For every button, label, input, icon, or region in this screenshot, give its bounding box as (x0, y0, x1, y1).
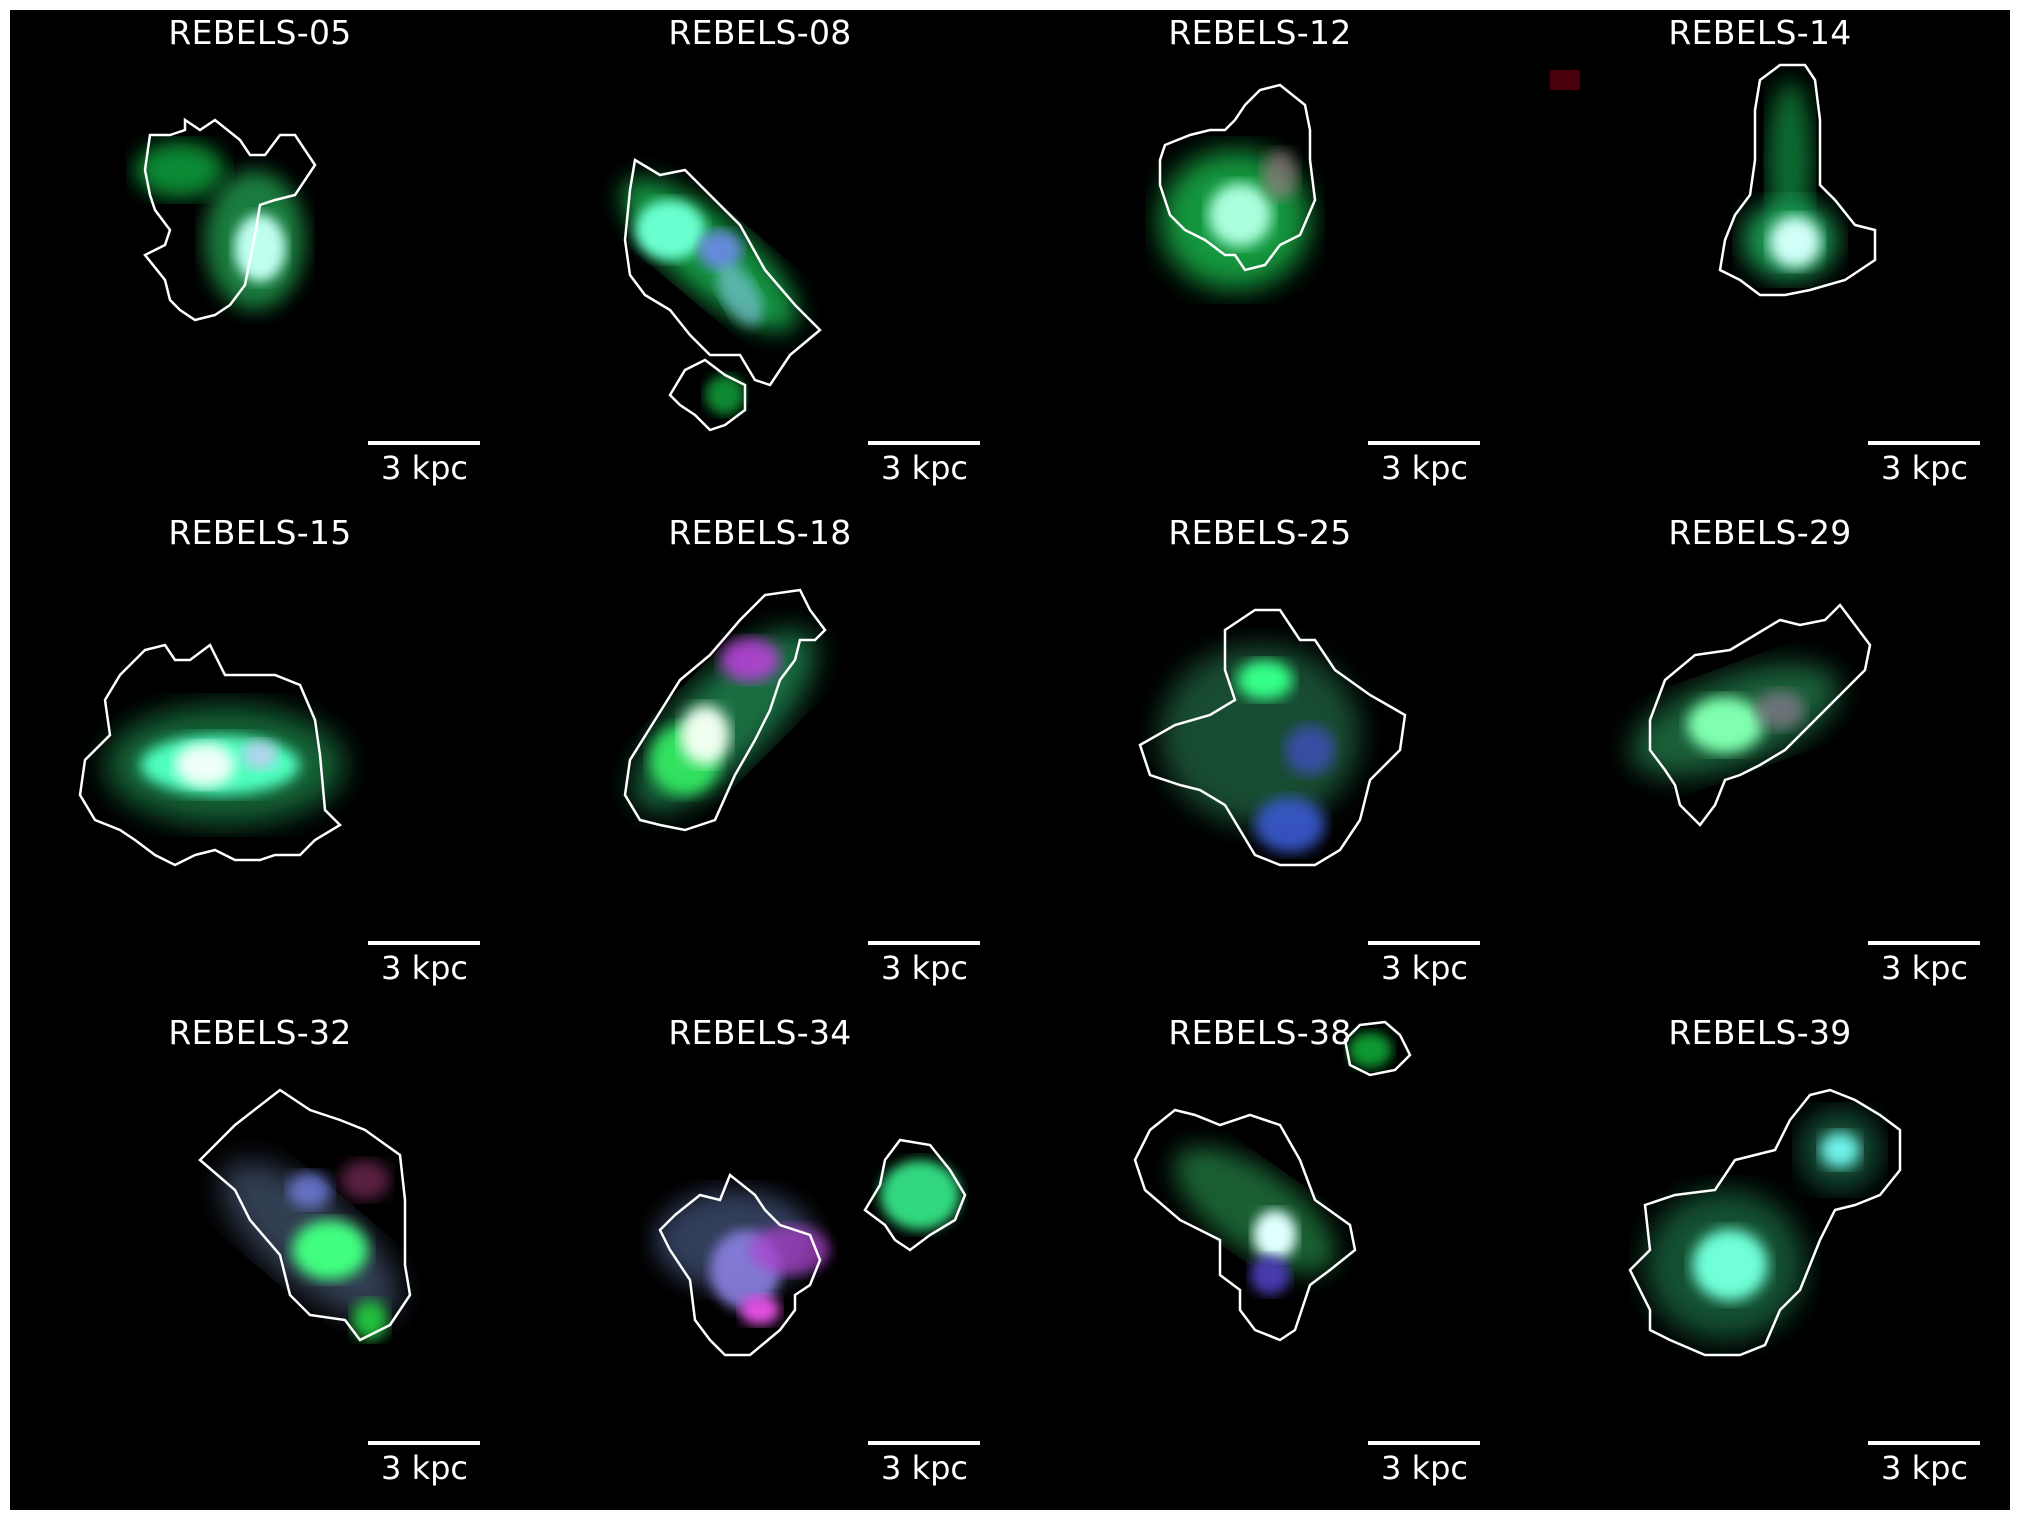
galaxy-title: REBELS-38 (1168, 1013, 1352, 1052)
galaxy-image (198, 1088, 412, 1342)
galaxy-panel-rebels-12: REBELS-12 3 kpc (1010, 10, 1510, 510)
scale-bar (1368, 941, 1480, 945)
galaxy-image (1138, 608, 1407, 867)
scale-bar (868, 441, 980, 445)
scale-bar-label: 3 kpc (881, 449, 968, 487)
scale-bar-label: 3 kpc (381, 949, 468, 987)
scale-bar (868, 941, 980, 945)
galaxy-image (1133, 1020, 1412, 1342)
galaxy-title: REBELS-05 (168, 13, 352, 52)
galaxy-title: REBELS-12 (1168, 13, 1352, 52)
galaxy-panel-rebels-25: REBELS-25 3 kpc (1010, 510, 1510, 1010)
galaxy-image (135, 117, 317, 322)
galaxy-image (1628, 1088, 1902, 1357)
galaxy-panel-rebels-18: REBELS-18 3 kpc (510, 510, 1010, 1010)
scale-bar-label: 3 kpc (1381, 449, 1468, 487)
galaxy-title: REBELS-25 (1168, 513, 1352, 552)
galaxy-panel-rebels-05: REBELS-05 3 kpc (10, 10, 510, 510)
scale-bar-label: 3 kpc (1881, 449, 1968, 487)
scale-bar-label: 3 kpc (1881, 1449, 1968, 1487)
galaxy-image (622, 157, 822, 432)
scale-bar (1868, 441, 1980, 445)
galaxy-panel-rebels-15: REBELS-15 3 kpc (10, 510, 510, 1010)
scale-bar-label: 3 kpc (1381, 1449, 1468, 1487)
scale-bar-label: 3 kpc (1881, 949, 1968, 987)
galaxy-title: REBELS-14 (1668, 13, 1852, 52)
galaxy-panel-rebels-34: REBELS-34 3 kpc (510, 1010, 1010, 1510)
galaxy-panel-rebels-08: REBELS-08 3 kpc (510, 10, 1010, 510)
scale-bar-label: 3 kpc (881, 949, 968, 987)
scale-bar (868, 1441, 980, 1445)
galaxy-image (1158, 83, 1317, 290)
scale-bar-label: 3 kpc (1381, 949, 1468, 987)
galaxy-panel-rebels-29: REBELS-29 3 kpc (1510, 510, 2010, 1010)
galaxy-panel-rebels-38: REBELS-38 3 kpc (1010, 1010, 1510, 1510)
galaxy-title: REBELS-18 (668, 513, 852, 552)
scale-bar (368, 441, 480, 445)
galaxy-image (1630, 603, 1872, 827)
galaxy-image (78, 643, 345, 867)
galaxy-image (1550, 63, 1877, 297)
scale-bar (1868, 941, 1980, 945)
scale-bar (1868, 1441, 1980, 1445)
galaxy-title: REBELS-34 (668, 1013, 852, 1052)
galaxy-title: REBELS-32 (168, 1013, 352, 1052)
galaxy-image (655, 1138, 967, 1357)
galaxy-image (623, 588, 827, 832)
galaxy-title: REBELS-08 (668, 13, 852, 52)
scale-bar-label: 3 kpc (381, 449, 468, 487)
scale-bar-label: 3 kpc (881, 1449, 968, 1487)
galaxy-title: REBELS-15 (168, 513, 352, 552)
galaxy-panel-rebels-39: REBELS-39 3 kpc (1510, 1010, 2010, 1510)
galaxy-title: REBELS-29 (1668, 513, 1852, 552)
galaxy-panel-rebels-14: REBELS-14 3 kpc (1510, 10, 2010, 510)
scale-bar-label: 3 kpc (381, 1449, 468, 1487)
image-grid: REBELS-05 3 kpc REBELS-08 3 kpc (10, 10, 2010, 1510)
scale-bar (1368, 441, 1480, 445)
scale-bar (368, 941, 480, 945)
galaxy-panel-rebels-32: REBELS-32 3 kpc (10, 1010, 510, 1510)
galaxy-title: REBELS-39 (1668, 1013, 1852, 1052)
scale-bar (1368, 1441, 1480, 1445)
scale-bar (368, 1441, 480, 1445)
